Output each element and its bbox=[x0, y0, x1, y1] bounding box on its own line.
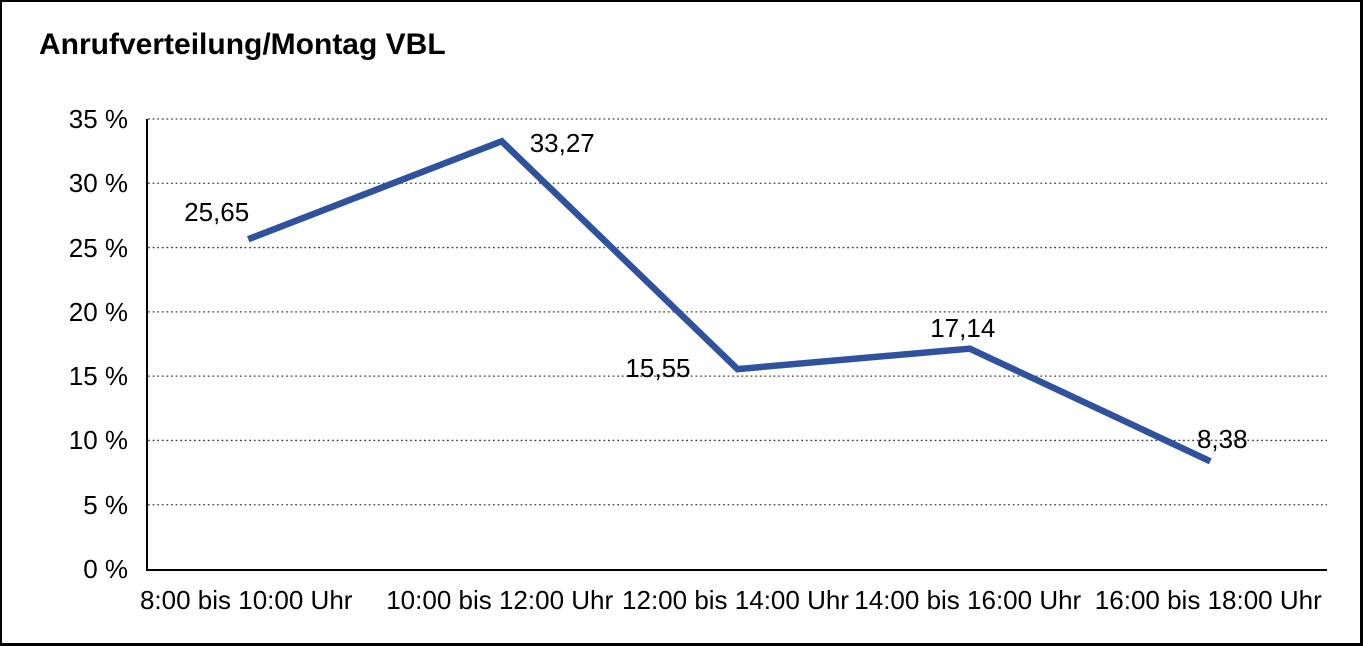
data-series-line bbox=[247, 137, 1212, 465]
value-label-3: 17,14 bbox=[930, 312, 996, 343]
y-tick-label-35: 35 % bbox=[68, 104, 128, 134]
value-label-2: 15,55 bbox=[625, 353, 691, 384]
y-tick-label-5: 5 % bbox=[83, 489, 128, 520]
x-tick-label-0: 8:00 bis 10:00 Uhr bbox=[139, 585, 353, 615]
value-label-1: 33,27 bbox=[529, 128, 595, 159]
y-tick-label-0: 0 % bbox=[83, 554, 128, 584]
chart-title: Anrufverteilung/Montag VBL bbox=[39, 28, 446, 61]
x-tick-label-4: 16:00 bis 18:00 Uhr bbox=[1094, 585, 1322, 615]
y-tick-label-25: 25 % bbox=[68, 232, 128, 263]
x-tick-label-1: 10:00 bis 12:00 Uhr bbox=[386, 585, 614, 615]
y-tick-label-20: 20 % bbox=[68, 296, 128, 327]
plot-area bbox=[146, 118, 1327, 571]
value-label-4: 8,38 bbox=[1196, 424, 1248, 455]
y-tick-label-30: 30 % bbox=[68, 168, 128, 199]
y-tick-label-10: 10 % bbox=[68, 425, 128, 456]
x-tick-label-2: 12:00 bis 14:00 Uhr bbox=[622, 585, 849, 615]
y-tick-label-15: 15 % bbox=[68, 361, 128, 392]
value-label-0: 25,65 bbox=[184, 197, 250, 228]
line-chart bbox=[148, 118, 1327, 506]
x-tick-label-3: 14:00 bis 16:00 Uhr bbox=[854, 585, 1082, 615]
